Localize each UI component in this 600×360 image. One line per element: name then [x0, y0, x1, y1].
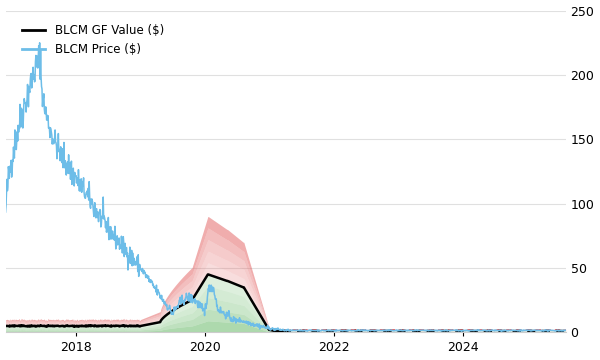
Legend: BLCM GF Value ($), BLCM Price ($): BLCM GF Value ($), BLCM Price ($) — [17, 20, 169, 61]
